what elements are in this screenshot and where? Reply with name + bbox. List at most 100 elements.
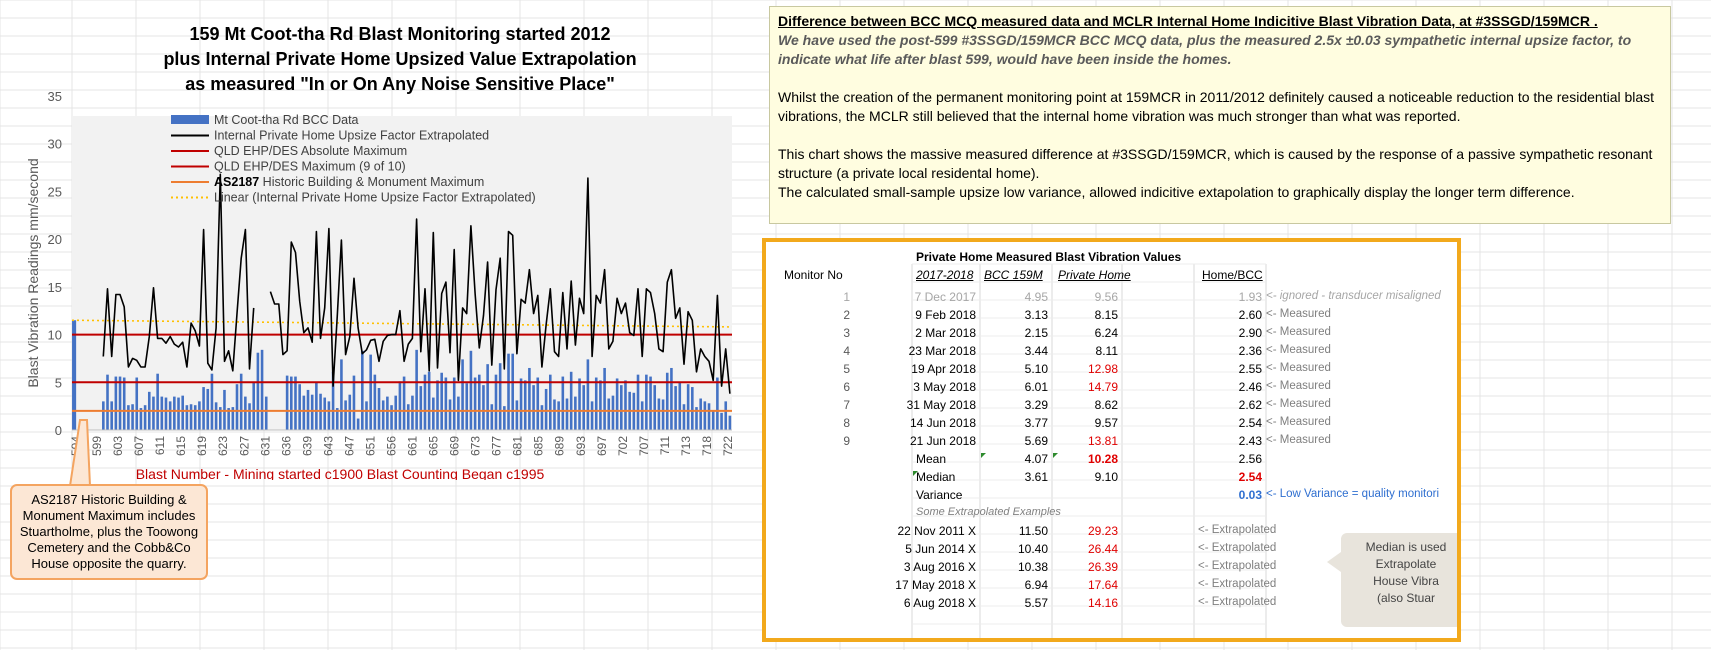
x-tick-label: 623 — [216, 436, 230, 456]
row-note: <- Measured — [1266, 308, 1331, 320]
y-tick-label: 35 — [48, 89, 62, 104]
bcc-bar — [498, 363, 502, 430]
bcc-bar — [486, 364, 489, 430]
bcc-bar — [423, 374, 427, 430]
bcc-bar — [724, 401, 728, 430]
bcc-bar — [532, 385, 535, 430]
legend-entry: Mt Coot-tha Rd BCC Data — [214, 113, 359, 127]
row-ratio: 2.54 — [1238, 416, 1262, 430]
bcc-bar — [160, 396, 164, 430]
bcc-bar — [594, 377, 598, 430]
bcc-bar — [156, 373, 159, 430]
bcc-bar — [574, 396, 577, 430]
x-tick-label: 702 — [616, 436, 630, 456]
row-date: 21 Jun 2018 — [909, 434, 976, 448]
bcc-bar — [235, 384, 239, 430]
bcc-bar — [231, 407, 235, 430]
bcc-bar — [716, 377, 719, 430]
bcc-bar — [686, 384, 690, 430]
x-tick-label: 661 — [406, 436, 420, 456]
bcc-bar — [657, 398, 661, 430]
side-note-line: Extrapolate — [1375, 557, 1437, 571]
row-date: 3 May 2018 — [913, 380, 976, 394]
row-ratio: 2.55 — [1238, 362, 1262, 376]
x-tick-label: 603 — [111, 436, 125, 456]
bcc-bar — [298, 384, 301, 430]
extrapolated-header: Some Extrapolated Examples — [916, 506, 1061, 518]
as2187-callout: AS2187 Historic Building & Monument Maxi… — [10, 484, 208, 580]
bcc-bar — [578, 378, 581, 430]
bcc-bar — [402, 376, 406, 430]
bcc-bar — [540, 405, 544, 430]
bcc-bar — [394, 395, 398, 430]
bcc-bar — [711, 410, 715, 430]
bcc-bar — [110, 401, 113, 430]
variance-note: <- Low Variance = quality monitori — [1266, 488, 1440, 500]
x-tick-label: 711 — [658, 436, 672, 455]
row-date: 2 Mar 2018 — [915, 326, 976, 340]
bcc-bar — [214, 402, 218, 430]
bcc-bar — [131, 404, 134, 430]
bcc-bar — [135, 377, 139, 430]
bcc-bar — [473, 377, 477, 430]
row-ratio: 2.46 — [1238, 380, 1262, 394]
bcc-bar — [411, 395, 414, 430]
extrapolated-bcc: 6.94 — [1024, 578, 1048, 592]
x-tick-label: 656 — [384, 436, 398, 456]
bcc-bar — [699, 398, 702, 430]
explanation-note-box: Difference between BCC MCQ measured data… — [769, 6, 1671, 224]
note-title: Difference between BCC MCQ measured data… — [778, 13, 1598, 29]
bcc-bar — [707, 403, 711, 430]
note-italic-paragraph: We have used the post-599 #3SSGD/159MCR … — [778, 32, 1632, 67]
median-bcc: 3.61 — [1024, 470, 1048, 484]
bcc-bar — [206, 388, 210, 430]
x-tick-label: 722 — [721, 436, 735, 456]
bcc-bar — [356, 418, 360, 430]
table-side-note: Median is used Extrapolate House Vibra (als… — [1341, 533, 1457, 627]
bcc-bar — [177, 397, 180, 430]
note-paragraph-2: This chart shows the massive measured di… — [778, 146, 1653, 181]
extrapolated-home: 14.16 — [1087, 596, 1118, 610]
note-paragraph-3: The calculated small-sample upsize low v… — [778, 184, 1575, 200]
chart-title-line: plus Internal Private Home Upsized Value… — [163, 49, 636, 69]
bcc-bar — [327, 401, 331, 430]
bcc-bar — [457, 396, 460, 430]
bcc-bar — [239, 373, 243, 430]
bcc-bar — [244, 396, 247, 430]
bcc-bar — [528, 367, 531, 430]
median-label: Median — [916, 470, 956, 484]
bcc-bar — [444, 377, 448, 430]
row-ratio: 2.36 — [1238, 344, 1262, 358]
bcc-bar — [603, 367, 606, 430]
extrapolated-date: 6 Aug 2018 X — [903, 596, 976, 610]
bcc-bar — [553, 399, 556, 430]
bcc-bar — [102, 401, 105, 430]
x-tick-label: 627 — [237, 436, 251, 456]
bcc-bar — [670, 367, 673, 430]
table-title: Private Home Measured Blast Vibration Va… — [916, 250, 1182, 264]
header-ratio: Home/BCC — [1202, 268, 1263, 282]
median-home: 9.10 — [1094, 470, 1118, 484]
bcc-bar — [461, 359, 464, 430]
callout-pointer — [68, 419, 92, 487]
x-tick-label: 607 — [132, 436, 146, 456]
bcc-bar — [390, 405, 393, 430]
legend-entry: Linear (Internal Private Home Upsize Fac… — [214, 191, 536, 205]
bcc-bar — [181, 395, 184, 430]
variance-ratio: 0.03 — [1238, 488, 1262, 502]
bcc-bar — [544, 388, 548, 430]
bcc-bar — [507, 353, 510, 430]
private-home-series-line — [102, 173, 731, 394]
legend-entry: Internal Private Home Upsize Factor Extr… — [214, 129, 489, 143]
header-period: 2017-2018 — [916, 268, 974, 282]
bcc-bar — [432, 397, 435, 430]
extrapolated-date: 17 May 2018 X — [895, 578, 976, 592]
side-note-line: House Vibra — [1373, 574, 1439, 588]
private-home-values-panel: Private Home Measured Blast Vibration Va… — [762, 238, 1461, 642]
y-tick-label: 20 — [48, 232, 62, 247]
row-home-value: 14.79 — [1087, 380, 1118, 394]
bcc-bar — [294, 376, 297, 430]
x-tick-label: 639 — [300, 436, 314, 456]
bcc-bar — [152, 396, 155, 430]
bcc-bar — [344, 400, 347, 430]
